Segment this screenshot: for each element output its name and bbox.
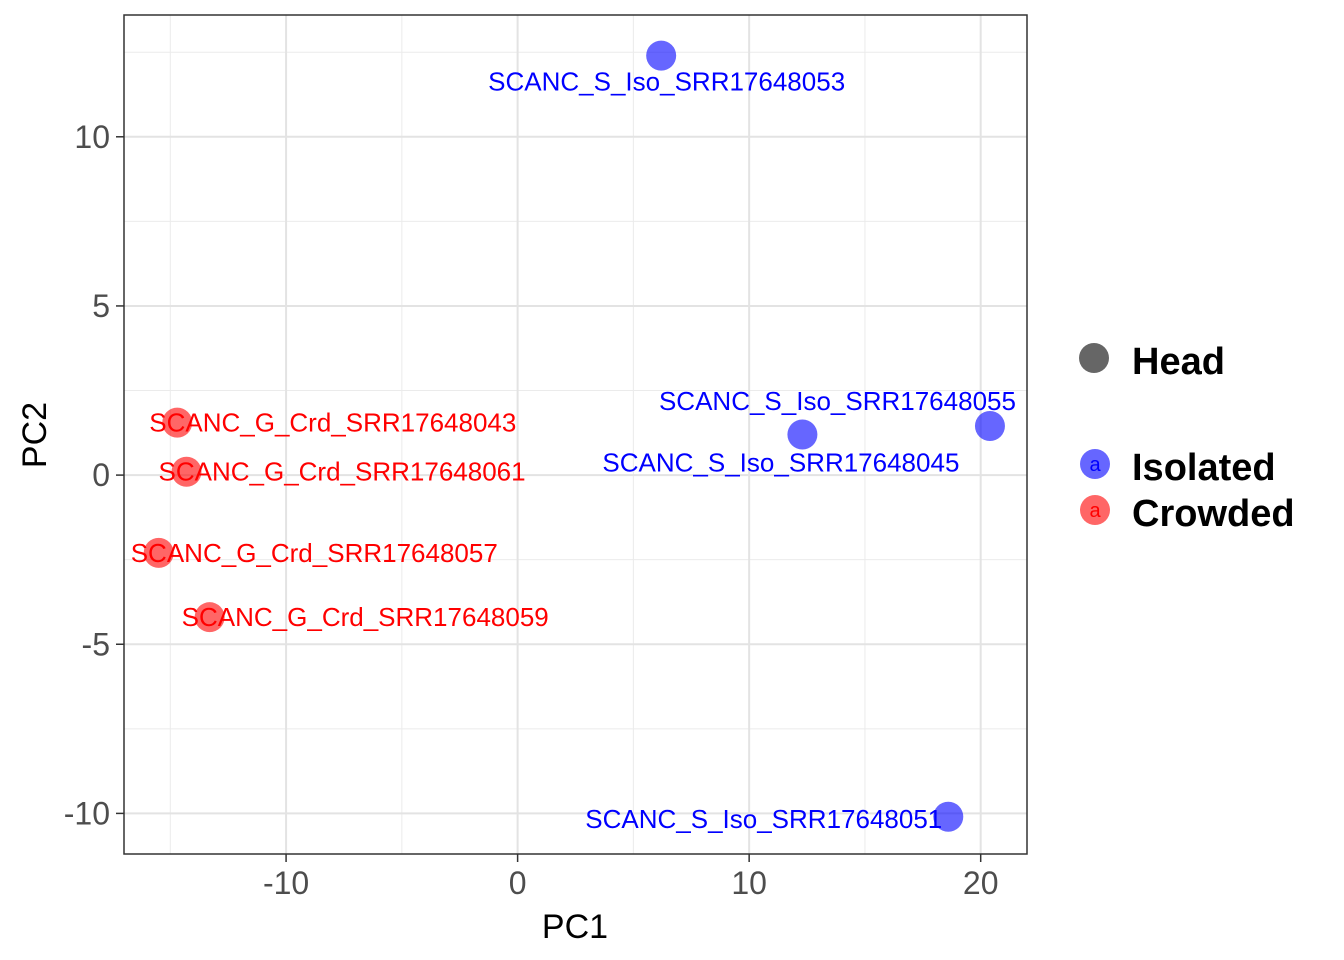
- legend: Head a Isolated a Crowded: [1079, 341, 1295, 535]
- data-point: [162, 407, 193, 438]
- legend-label-head: Head: [1132, 341, 1225, 383]
- data-point: [933, 801, 964, 832]
- legend-key-glyph: a: [1089, 454, 1101, 476]
- x-axis-title: PC1: [542, 908, 608, 946]
- legend-key-head: [1079, 343, 1109, 373]
- data-point: [143, 537, 174, 568]
- data-point: [194, 602, 225, 633]
- legend-key-glyph: a: [1089, 500, 1101, 522]
- y-tick-label: -10: [64, 795, 110, 831]
- point-label: SCANC_S_Iso_SRR17648051: [585, 804, 942, 834]
- data-point: [171, 456, 202, 487]
- data-points: [143, 40, 1005, 832]
- grid-minor: [124, 15, 1027, 854]
- legend-key-isolated: [1080, 449, 1110, 479]
- point-labels: SCANC_S_Iso_SRR17648053 SCANC_S_Iso_SRR17…: [131, 67, 1016, 834]
- y-axis-title: PC2: [16, 402, 54, 468]
- data-point: [787, 419, 818, 450]
- point-label: SCANC_G_Crd_SRR17648057: [131, 538, 498, 568]
- point-label: SCANC_S_Iso_SRR17648053: [488, 67, 845, 97]
- x-tick-label: 20: [963, 865, 999, 901]
- x-tick-label: 0: [509, 865, 527, 901]
- plot-panel-background: [124, 15, 1027, 854]
- y-tick-label: -5: [82, 626, 110, 662]
- point-label: SCANC_S_Iso_SRR17648055: [659, 386, 1016, 416]
- data-point: [974, 411, 1005, 442]
- point-label: SCANC_G_Crd_SRR17648043: [149, 408, 516, 438]
- y-axis: -10 -5 0 5 10: [64, 119, 124, 831]
- data-point: [646, 40, 677, 71]
- x-tick-label: 10: [731, 865, 767, 901]
- grid-major: [124, 15, 1027, 854]
- y-tick-label: 5: [92, 288, 110, 324]
- legend-label-isolated: Isolated: [1132, 447, 1276, 489]
- y-tick-label: 10: [74, 119, 110, 155]
- point-label: SCANC_G_Crd_SRR17648061: [159, 457, 526, 487]
- x-tick-label: -10: [263, 865, 309, 901]
- point-label: SCANC_G_Crd_SRR17648059: [182, 602, 549, 632]
- legend-label-crowded: Crowded: [1132, 493, 1295, 535]
- legend-key-crowded: [1080, 495, 1110, 525]
- point-label: SCANC_S_Iso_SRR17648045: [602, 448, 959, 478]
- x-axis: -10 0 10 20: [263, 854, 999, 901]
- y-tick-label: 0: [92, 457, 110, 493]
- plot-panel-border: [123, 14, 1028, 855]
